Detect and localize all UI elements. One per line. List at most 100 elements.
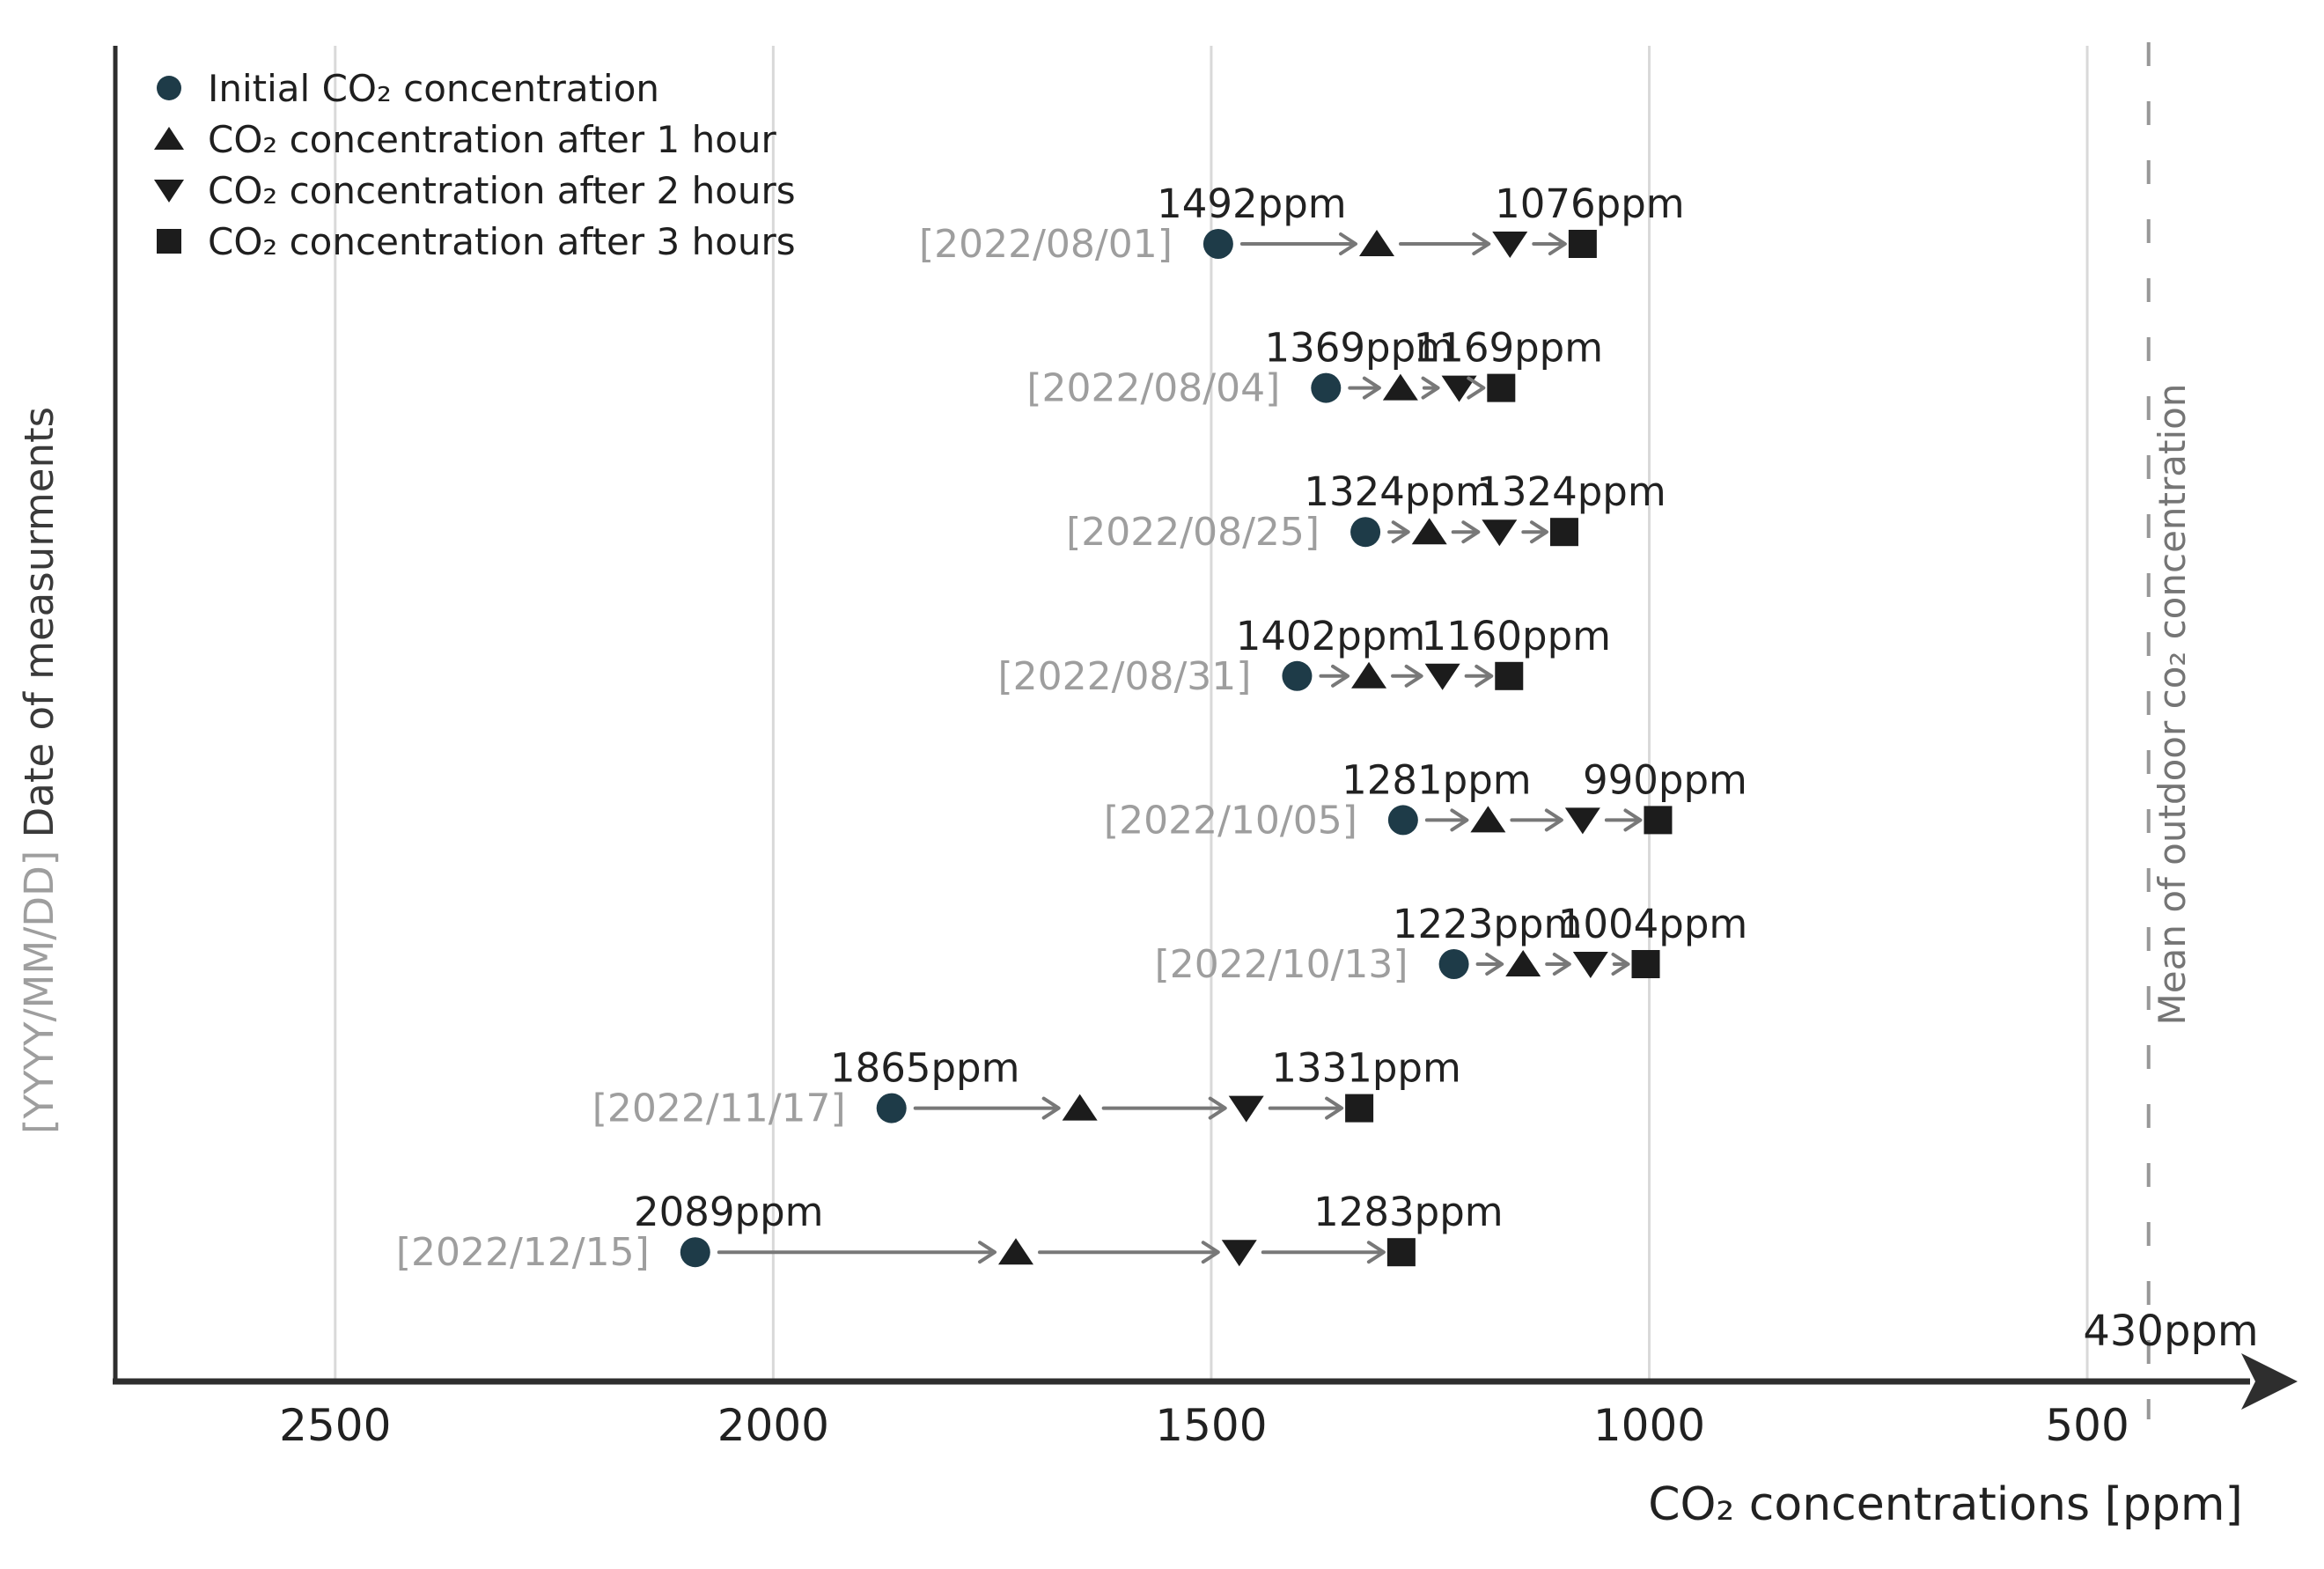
x-tick-label: 1000	[1593, 1400, 1705, 1451]
legend-label: CO₂ concentration after 1 hour	[208, 118, 777, 161]
date-label: [2022/12/15]	[396, 1230, 650, 1275]
arrow-head	[1623, 808, 1643, 832]
after-1h-marker	[1359, 230, 1395, 256]
final-value-label: 1331ppm	[1271, 1045, 1461, 1092]
initial-value-label: 1865ppm	[830, 1045, 1020, 1092]
after-2h-marker	[1492, 232, 1528, 258]
y-axis-label-bracket: [YYYY/MM/DD]	[16, 837, 63, 1134]
after-1h-marker	[1411, 518, 1447, 545]
arrow-head	[1391, 520, 1410, 544]
after-1h-marker	[1351, 661, 1387, 689]
x-tick-label: 1500	[1155, 1400, 1267, 1451]
after-1h-marker	[1470, 806, 1506, 833]
arrow-head	[1548, 232, 1567, 255]
after-1h-marker	[998, 1238, 1034, 1265]
arrow-head	[1421, 376, 1440, 400]
arrow-head	[1529, 520, 1548, 544]
after-2h-marker	[1221, 1240, 1257, 1267]
outdoor-mean-label: Mean of outdoor co₂ concentration	[2151, 384, 2194, 1026]
after-1h-marker	[1382, 373, 1418, 401]
date-label: [2022/08/31]	[998, 654, 1252, 699]
after-3h-marker	[1487, 373, 1516, 402]
initial-value-label: 2089ppm	[634, 1189, 824, 1235]
final-value-label: 1283ppm	[1313, 1189, 1504, 1235]
arrow-head	[1201, 1241, 1220, 1264]
after-2h-marker	[1228, 1095, 1264, 1123]
legend-label: CO₂ concentration after 3 hours	[208, 220, 796, 263]
x-axis-arrowhead	[2241, 1353, 2298, 1410]
y-axis-label-text: Date of measurments	[16, 407, 63, 837]
x-tick-label: 2000	[717, 1400, 829, 1451]
arrow-head	[1472, 232, 1491, 255]
measurement-row: [2022/10/05]1281ppm 990ppm	[1104, 756, 1747, 843]
date-label: [2022/08/01]	[919, 222, 1173, 267]
initial-marker	[1438, 949, 1469, 979]
final-value-label: 1324ppm	[1476, 468, 1666, 515]
legend-circle-icon	[157, 76, 181, 100]
legend-triangle-up-icon	[154, 127, 184, 150]
after-3h-marker	[1644, 806, 1673, 835]
initial-value-label: 1281ppm	[1342, 756, 1532, 803]
measurement-row: [2022/12/15]2089ppm 1283ppm	[396, 1189, 1504, 1275]
date-label: [2022/10/13]	[1155, 942, 1408, 987]
after-3h-marker	[1549, 518, 1578, 547]
initial-value-label: 1223ppm	[1393, 901, 1583, 947]
final-value-label: 1004ppm	[1558, 901, 1748, 947]
x-axis-label: CO₂ concentrations [ppm]	[1648, 1478, 2243, 1531]
arrow-head	[1331, 664, 1350, 688]
final-value-label: 1169ppm	[1414, 325, 1604, 372]
outdoor-mean-value-label: 430ppm	[2083, 1307, 2258, 1356]
legend-label: CO₂ concentration after 2 hours	[208, 169, 796, 212]
measurement-row: [2022/11/17]1865ppm 1331ppm	[592, 1045, 1461, 1131]
final-value-label: 1076ppm	[1495, 180, 1685, 227]
arrow-head	[1366, 1241, 1386, 1264]
x-tick-label: 2500	[279, 1400, 391, 1451]
date-label: [2022/10/05]	[1104, 798, 1357, 843]
arrow-head	[1467, 376, 1486, 400]
arrow-head	[1041, 1096, 1061, 1120]
date-label: [2022/08/04]	[1026, 366, 1280, 411]
arrow-head	[1475, 664, 1494, 688]
after-3h-marker	[1631, 950, 1660, 978]
initial-value-label: 1324ppm	[1304, 468, 1494, 515]
arrow-head	[1461, 520, 1481, 544]
legend-label: Initial CO₂ concentration	[208, 67, 659, 110]
after-1h-marker	[1062, 1094, 1098, 1121]
measurement-row: [2022/08/01]1492ppm 1076ppm	[919, 180, 1685, 267]
x-tick-label: 500	[2045, 1400, 2129, 1451]
y-axis-label: [YYYY/MM/DD] Date of measurments	[16, 407, 63, 1134]
initial-value-label: 1369ppm	[1265, 325, 1455, 372]
after-3h-marker	[1345, 1094, 1374, 1123]
after-3h-marker	[1568, 230, 1597, 258]
final-value-label: 1160ppm	[1422, 613, 1612, 659]
after-2h-marker	[1482, 519, 1518, 547]
after-2h-marker	[1564, 807, 1600, 835]
arrow-head	[1552, 953, 1571, 976]
arrow-head	[1485, 953, 1504, 976]
after-3h-marker	[1386, 1238, 1416, 1267]
date-label: [2022/11/17]	[592, 1087, 846, 1131]
legend-square-icon	[157, 229, 181, 254]
legend-triangle-down-icon	[154, 180, 184, 203]
arrow-head	[1544, 808, 1563, 832]
initial-marker	[1202, 229, 1233, 259]
initial-marker	[1350, 517, 1381, 548]
arrow-head	[1339, 232, 1358, 255]
initial-marker	[876, 1093, 907, 1123]
date-label: [2022/08/25]	[1066, 510, 1320, 555]
arrow-head	[1450, 808, 1469, 832]
arrow-head	[1404, 664, 1423, 688]
arrow-head	[1208, 1096, 1227, 1120]
initial-marker	[680, 1237, 710, 1268]
arrow-head	[978, 1241, 997, 1264]
after-1h-marker	[1505, 950, 1541, 976]
after-3h-marker	[1495, 661, 1524, 690]
initial-marker	[1282, 660, 1313, 691]
after-2h-marker	[1572, 952, 1608, 978]
